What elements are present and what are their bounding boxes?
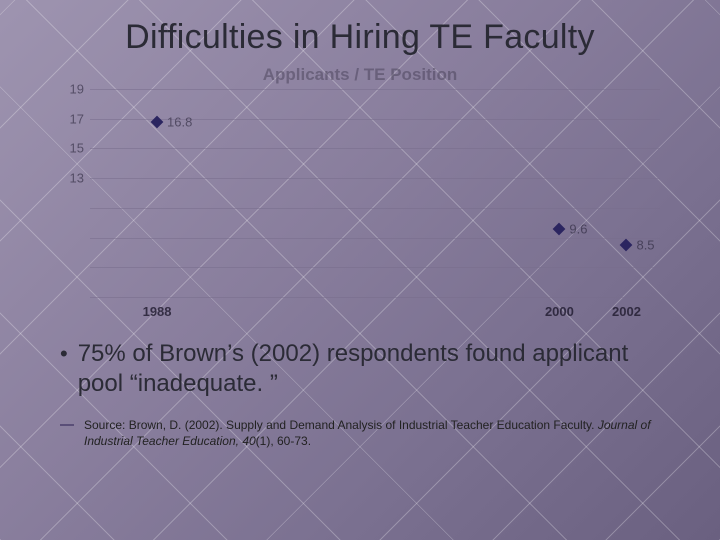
gridline — [90, 208, 660, 209]
data-point-label: 9.6 — [569, 221, 587, 236]
gridline — [90, 89, 660, 90]
source-prefix: Source: Brown, D. (2002). Supply and Dem… — [84, 418, 598, 432]
bullet-marker: • — [60, 339, 68, 369]
data-point — [151, 115, 164, 128]
bullet-text: 75% of Brown’s (2002) respondents found … — [78, 339, 660, 399]
data-point — [620, 239, 633, 252]
gridline — [90, 297, 660, 298]
y-tick-label: 15 — [58, 141, 84, 156]
source-row: Source: Brown, D. (2002). Supply and Dem… — [60, 417, 660, 449]
data-point-label: 8.5 — [636, 238, 654, 253]
chart: Applicants / TE Position 19 17 15 13 1988 200… — [50, 65, 670, 325]
gridline — [90, 238, 660, 239]
dash-icon — [60, 424, 74, 426]
x-tick-label: 2000 — [545, 304, 574, 319]
gridline — [90, 267, 660, 268]
slide: Difficulties in Hiring TE Faculty Applic… — [0, 0, 720, 540]
source-text: Source: Brown, D. (2002). Supply and Dem… — [84, 417, 660, 449]
bullet-row: • 75% of Brown’s (2002) respondents foun… — [60, 339, 660, 399]
page-title: Difficulties in Hiring TE Faculty — [30, 18, 690, 57]
source-suffix: (1), 60-73. — [256, 434, 311, 448]
y-tick-label: 17 — [58, 111, 84, 126]
x-tick-label: 1988 — [143, 304, 172, 319]
data-point — [553, 222, 566, 235]
chart-title: Applicants / TE Position — [50, 65, 670, 85]
data-point-label: 16.8 — [167, 114, 192, 129]
x-tick-label: 2002 — [612, 304, 641, 319]
gridline — [90, 178, 660, 179]
y-tick-label: 19 — [58, 82, 84, 97]
y-tick-label: 13 — [58, 171, 84, 186]
chart-plot-area: 1917151319882000200216.89.68.5 — [90, 89, 660, 297]
gridline — [90, 148, 660, 149]
